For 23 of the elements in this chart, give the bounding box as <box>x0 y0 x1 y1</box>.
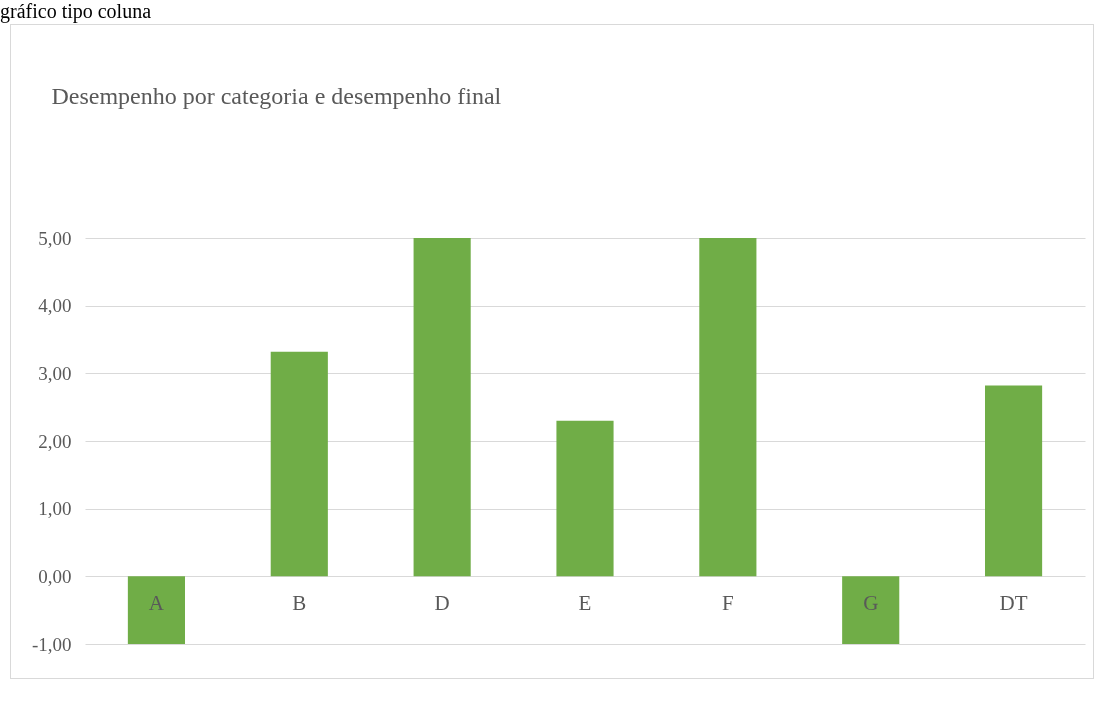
bar <box>842 576 900 644</box>
y-tick-label: 4,00 <box>38 295 72 317</box>
y-tick-label: 2,00 <box>38 430 72 452</box>
y-tick-label: -1,00 <box>31 633 72 655</box>
y-tick-label: 3,00 <box>38 362 72 384</box>
bar <box>556 420 614 577</box>
y-tick-label: 0,00 <box>38 565 72 587</box>
text: gráfico tipo coluna <box>0 0 152 22</box>
bar <box>985 385 1043 577</box>
x-tick-label: A <box>148 590 165 615</box>
chart-title: Desempenho por categoria e desempenho final <box>51 83 502 109</box>
x-tick-label: DT <box>999 590 1028 615</box>
bar <box>127 576 185 644</box>
bar <box>413 238 471 577</box>
x-tick-label: E <box>578 590 592 615</box>
y-tick-label: 5,00 <box>38 227 72 249</box>
bar <box>270 351 328 577</box>
bar <box>699 238 757 577</box>
x-tick-label: G <box>863 590 879 615</box>
x-tick-label: D <box>434 590 450 615</box>
x-tick-label: B <box>292 590 307 615</box>
y-tick-label: 1,00 <box>38 498 72 520</box>
x-tick-label: F <box>722 590 734 615</box>
